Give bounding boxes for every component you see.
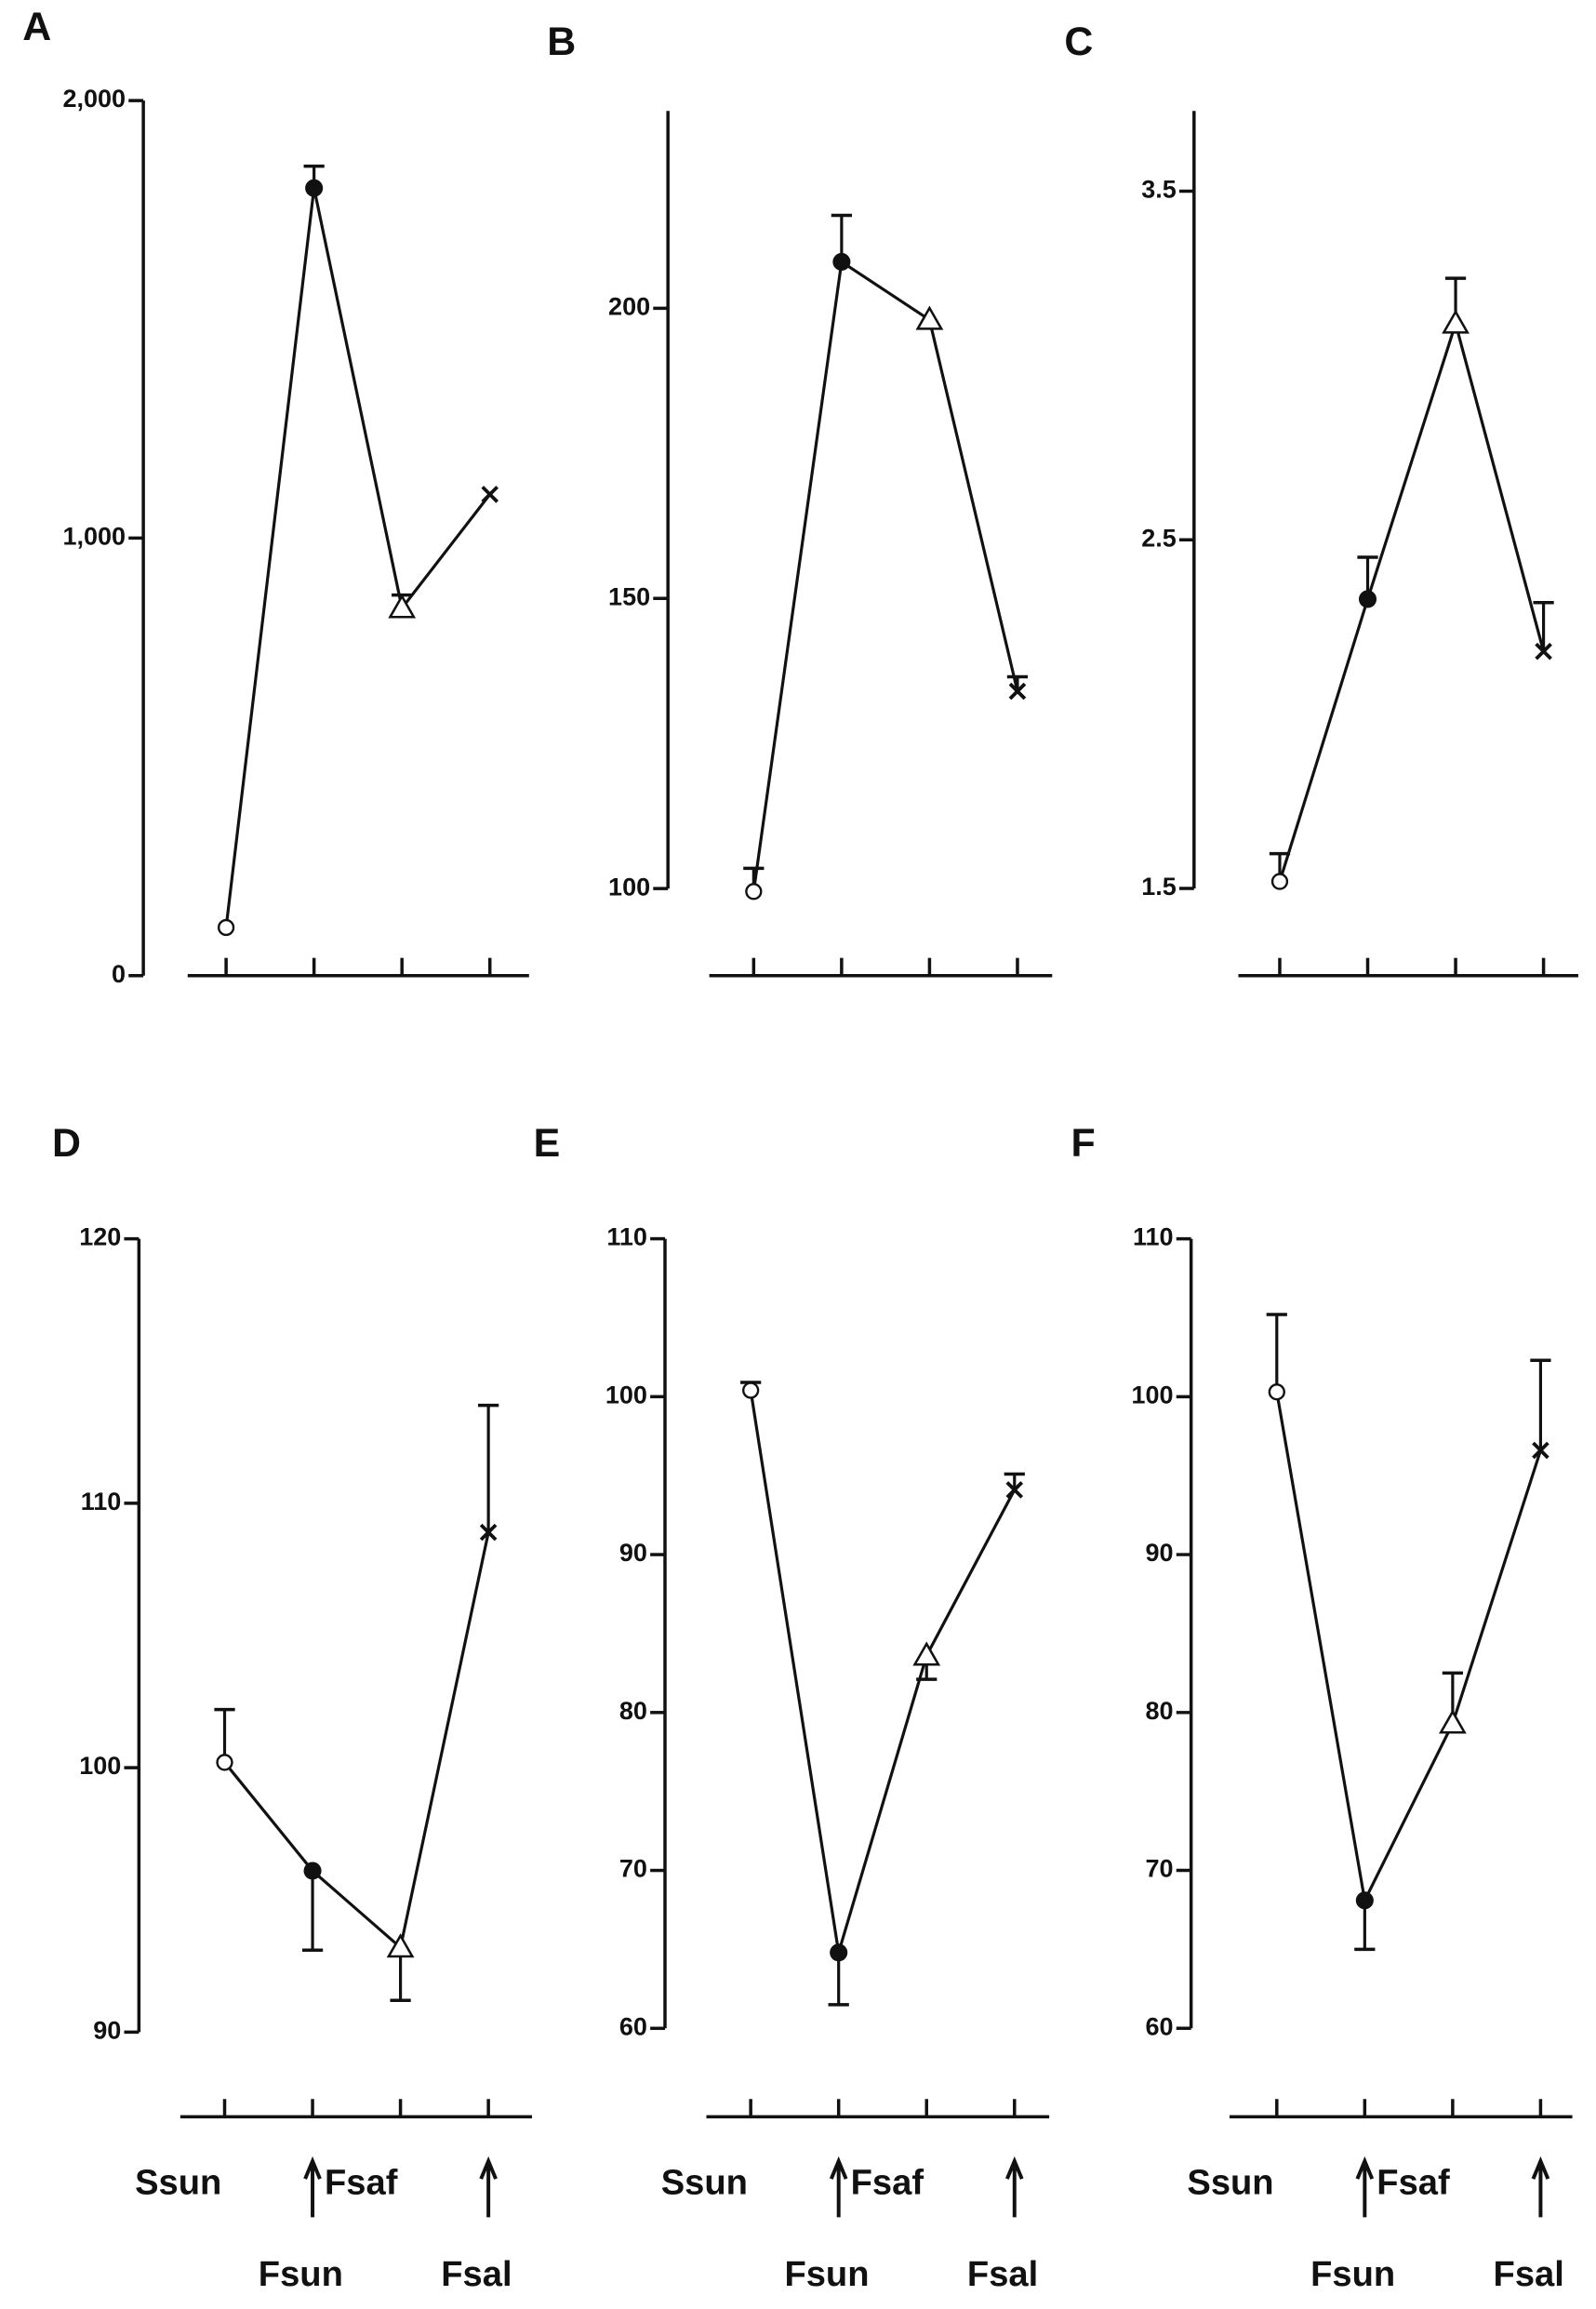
marker	[742, 1381, 760, 1399]
arrow	[1004, 2156, 1024, 2218]
category-label: Fsal	[967, 2254, 1038, 2294]
y-tick-label: 80	[619, 1697, 647, 1725]
y-tick-label: 90	[1146, 1539, 1174, 1567]
marker	[1358, 590, 1377, 608]
marker	[1355, 1891, 1374, 1910]
error-bar	[478, 1403, 499, 1533]
marker	[1005, 1481, 1024, 1499]
y-tick-label: 110	[1133, 1223, 1174, 1251]
marker	[386, 1933, 415, 1958]
y-tick-label: 150	[608, 582, 650, 610]
series-line	[224, 187, 491, 928]
y-tick-label: 1,000	[62, 523, 126, 551]
category-label: Ssun	[1187, 2163, 1273, 2203]
marker	[1008, 682, 1027, 701]
arrow	[1531, 2156, 1550, 2218]
arrow	[1355, 2156, 1375, 2218]
marker	[1270, 873, 1289, 890]
y-tick-label: 80	[1146, 1697, 1174, 1725]
series-line	[223, 1531, 490, 1951]
series-line	[1275, 1391, 1542, 1905]
y-tick-label: 90	[93, 2017, 121, 2045]
marker	[832, 252, 851, 271]
y-tick-label: 60	[1146, 2012, 1174, 2040]
panel-label: F	[1071, 1121, 1096, 1166]
category-label: Fsaf	[325, 2163, 398, 2203]
y-tick-label: 3.5	[1141, 176, 1177, 204]
y-tick-label: 100	[79, 1752, 121, 1780]
marker	[388, 594, 417, 619]
y-tick-label: 70	[1146, 1855, 1174, 1883]
series-line	[749, 1390, 1017, 1954]
panel: D 90 100 110 120 Ssun Fsun Fsaf Fsal	[52, 1121, 532, 2294]
y-tick-label: 90	[619, 1539, 647, 1567]
marker	[745, 883, 763, 901]
category-label: Fsal	[441, 2254, 512, 2294]
y-tick-label: 200	[608, 292, 650, 320]
category-label: Ssun	[661, 2163, 748, 2203]
panel-label: A	[22, 5, 51, 49]
panel-label: C	[1064, 20, 1093, 64]
y-tick-label: 100	[605, 1381, 647, 1408]
y-tick-label: 110	[81, 1488, 122, 1515]
error-bar	[1266, 1313, 1287, 1393]
y-tick-label: 60	[619, 2012, 647, 2040]
y-tick-label: 0	[112, 960, 126, 988]
marker	[915, 305, 944, 330]
marker	[1438, 1709, 1467, 1734]
y-tick-label: 1.5	[1141, 873, 1177, 901]
panel-label: E	[534, 1121, 561, 1166]
error-bar	[1004, 1472, 1025, 1490]
marker	[481, 486, 499, 503]
panel: B 100 150 200	[547, 20, 1053, 978]
marker	[1442, 309, 1470, 334]
marker	[1535, 642, 1552, 661]
marker	[216, 1754, 233, 1771]
panel: A 0 1,000 2,000	[22, 5, 529, 988]
y-tick-label: 70	[619, 1855, 647, 1883]
marker	[1268, 1383, 1285, 1401]
panel-label: B	[547, 20, 576, 64]
category-label: Fsun	[784, 2254, 869, 2294]
arrow	[479, 2156, 498, 2218]
category-label: Fsaf	[1377, 2163, 1450, 2203]
error-bar	[1530, 1358, 1551, 1451]
y-tick-label: 2,000	[62, 85, 126, 113]
panel-label: D	[52, 1121, 81, 1166]
marker	[217, 918, 235, 937]
series-line	[751, 259, 1019, 892]
marker	[912, 1641, 941, 1666]
marker	[303, 1862, 322, 1880]
y-tick-label: 100	[608, 873, 650, 901]
y-tick-label: 2.5	[1141, 524, 1177, 552]
panel: F 60 70 80 90 100 110 Ssun Fsun Fsaf Fsal	[1071, 1121, 1573, 2294]
marker	[1532, 1441, 1549, 1460]
marker	[479, 1523, 498, 1542]
category-label: Fsaf	[851, 2163, 924, 2203]
panel: E 60 70 80 90 100 110 Ssun Fsun Fsaf Fsal	[534, 1121, 1050, 2294]
category-label: Fsun	[259, 2254, 343, 2294]
marker	[830, 1943, 848, 1962]
category-label: Fsal	[1494, 2254, 1564, 2294]
y-tick-label: 110	[606, 1223, 647, 1251]
category-label: Fsun	[1310, 2254, 1395, 2294]
error-bar	[301, 1870, 324, 1953]
y-tick-label: 100	[1132, 1381, 1174, 1408]
arrow	[829, 2156, 848, 2218]
error-bar	[1533, 600, 1554, 652]
category-label: Ssun	[135, 2163, 221, 2203]
panel: C 1.5 2.5 3.5	[1064, 20, 1578, 978]
error-bar	[214, 1707, 235, 1763]
arrow	[303, 2156, 322, 2218]
y-tick-label: 120	[79, 1223, 121, 1251]
series-line	[1278, 318, 1546, 883]
marker	[305, 179, 324, 197]
